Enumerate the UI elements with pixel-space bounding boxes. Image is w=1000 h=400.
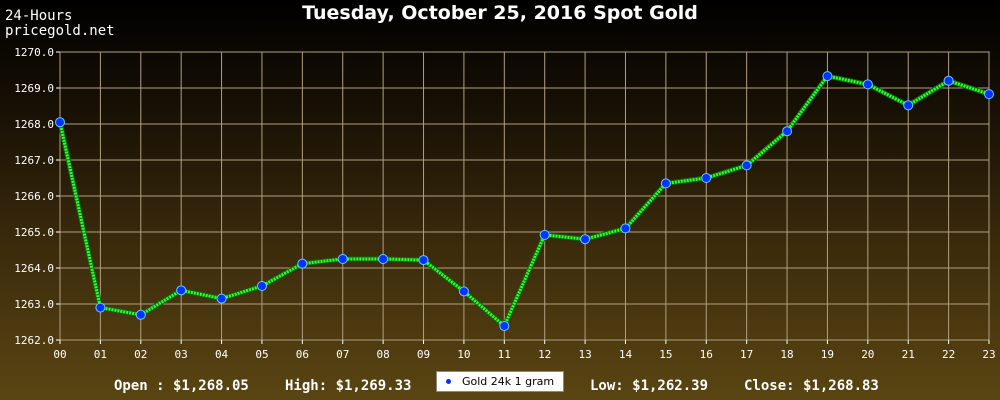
brand-site: pricegold.net bbox=[5, 23, 115, 39]
x-tick-label: 14 bbox=[619, 348, 633, 361]
data-point bbox=[55, 117, 65, 128]
stat-close: Close: $1,268.83 bbox=[744, 378, 879, 394]
data-point bbox=[418, 255, 429, 266]
x-tick-label: 15 bbox=[659, 348, 672, 361]
data-point bbox=[499, 320, 510, 331]
x-tick-label: 22 bbox=[942, 348, 955, 361]
x-tick-label: 08 bbox=[377, 348, 390, 361]
x-tick-label: 20 bbox=[861, 348, 874, 361]
y-tick-label: 1266.0 bbox=[14, 190, 54, 203]
y-tick-label: 1265.0 bbox=[14, 226, 54, 239]
data-point bbox=[378, 254, 389, 264]
data-point bbox=[660, 178, 671, 189]
y-tick-label: 1264.0 bbox=[14, 262, 54, 275]
data-point bbox=[216, 293, 227, 304]
x-tick-label: 18 bbox=[780, 348, 793, 361]
data-point bbox=[135, 309, 146, 320]
x-tick-label: 10 bbox=[457, 348, 470, 361]
x-tick-label: 07 bbox=[336, 348, 349, 361]
series-gold bbox=[55, 71, 994, 331]
data-point bbox=[701, 173, 712, 183]
stat-open: Open : $1,268.05 bbox=[114, 378, 249, 394]
x-tick-label: 01 bbox=[94, 348, 107, 361]
data-point bbox=[943, 75, 954, 86]
data-point bbox=[903, 100, 914, 111]
x-tick-label: 17 bbox=[740, 348, 753, 361]
series-line-shadow bbox=[57, 73, 990, 329]
stat-high: High: $1,269.33 bbox=[285, 378, 412, 394]
x-tick-label: 09 bbox=[417, 348, 430, 361]
y-tick-label: 1262.0 bbox=[14, 334, 54, 347]
data-point bbox=[256, 281, 267, 291]
data-point bbox=[620, 223, 631, 234]
y-tick-label: 1263.0 bbox=[14, 298, 54, 311]
data-point bbox=[95, 302, 106, 313]
grid bbox=[59, 51, 990, 341]
x-tick-label: 03 bbox=[175, 348, 188, 361]
y-tick-label: 1267.0 bbox=[14, 154, 54, 167]
legend-label: Gold 24k 1 gram bbox=[462, 375, 555, 388]
brand-period: 24-Hours bbox=[5, 8, 73, 24]
x-tick-label: 06 bbox=[296, 348, 309, 361]
data-point bbox=[539, 229, 550, 240]
x-tick-label: 19 bbox=[821, 348, 834, 361]
y-tick-label: 1268.0 bbox=[14, 118, 54, 131]
x-tick-label: 11 bbox=[498, 348, 511, 361]
footer-stats: Open : $1,268.05 High: $1,269.33 Low: $1… bbox=[0, 376, 1000, 396]
series-line bbox=[58, 74, 990, 328]
y-tick-label: 1270.0 bbox=[14, 46, 54, 59]
data-point bbox=[984, 89, 994, 100]
data-point bbox=[741, 160, 752, 171]
y-tick-label: 1269.0 bbox=[14, 82, 54, 95]
x-tick-label: 21 bbox=[902, 348, 915, 361]
x-tick-label: 00 bbox=[53, 348, 66, 361]
axes: 00 01 02 03 04 05 06 07 08 09 10 11 12 13 14 15 16 17 18 19… bbox=[14, 46, 995, 361]
x-tick-label: 12 bbox=[538, 348, 551, 361]
data-point bbox=[862, 79, 873, 90]
x-tick-label: 02 bbox=[134, 348, 147, 361]
chart-title: Tuesday, October 25, 2016 Spot Gold bbox=[302, 2, 698, 24]
data-point bbox=[782, 126, 793, 137]
data-point bbox=[458, 286, 469, 297]
x-tick-label: 16 bbox=[700, 348, 713, 361]
data-point bbox=[176, 285, 187, 296]
x-tick-label: 23 bbox=[982, 348, 995, 361]
data-point bbox=[297, 258, 308, 269]
x-tick-label: 04 bbox=[215, 348, 229, 361]
data-point bbox=[580, 234, 591, 245]
stat-low: Low: $1,262.39 bbox=[590, 378, 709, 394]
x-tick-label: 13 bbox=[578, 348, 591, 361]
legend: Gold 24k 1 gram bbox=[436, 371, 564, 392]
legend-marker-icon bbox=[446, 379, 451, 384]
data-point bbox=[337, 254, 348, 264]
brand: 24-Hours pricegold.net bbox=[5, 9, 115, 39]
x-tick-label: 05 bbox=[255, 348, 268, 361]
data-point bbox=[822, 71, 833, 82]
